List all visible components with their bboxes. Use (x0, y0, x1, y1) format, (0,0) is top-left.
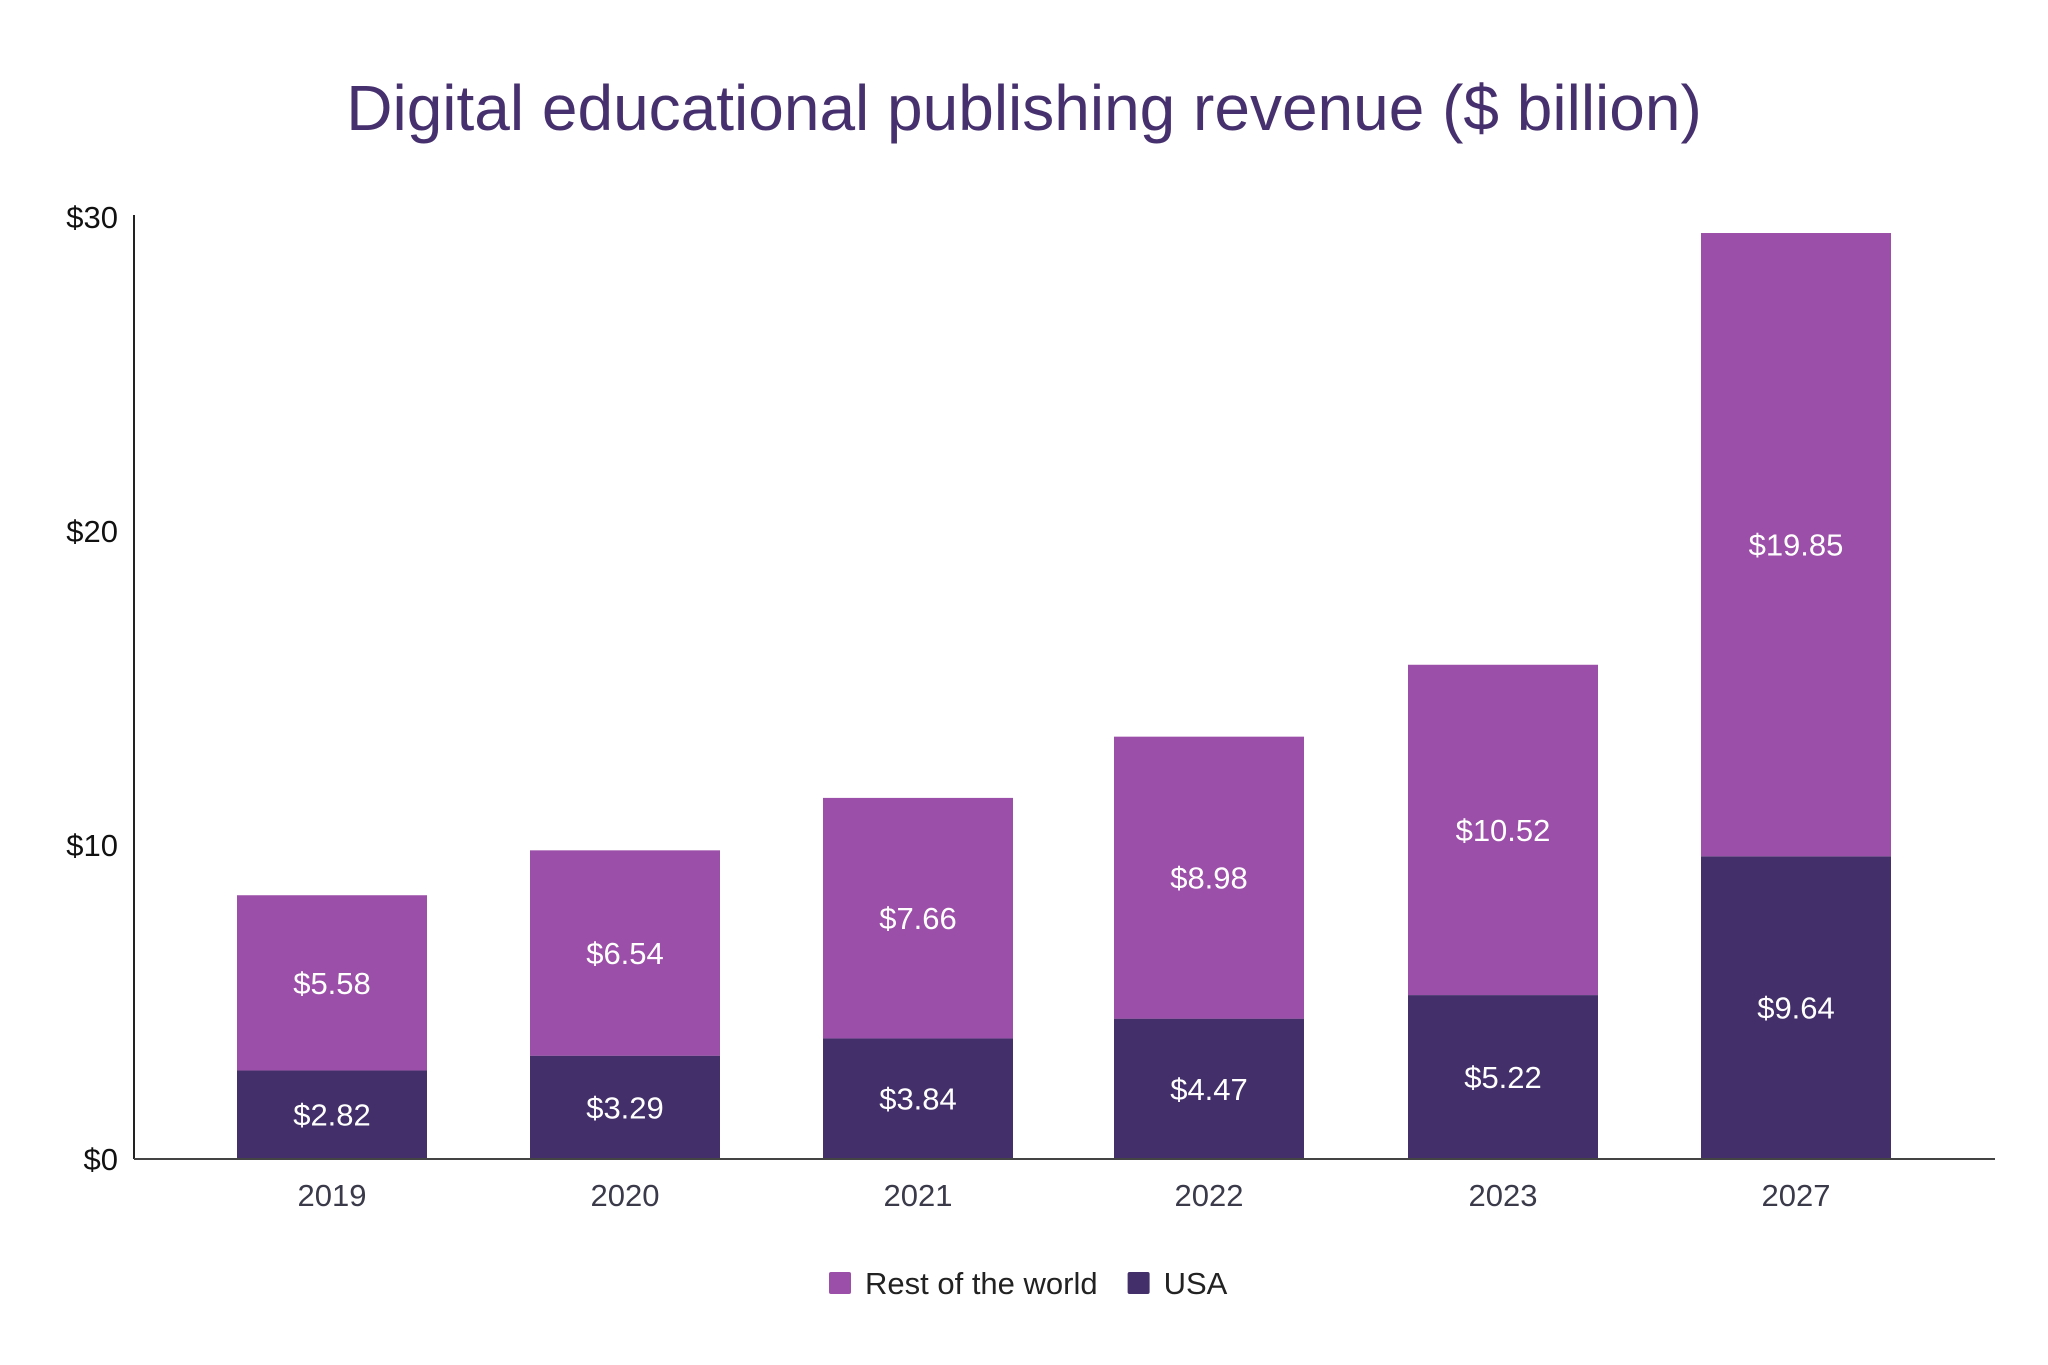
legend-swatch (829, 1272, 851, 1294)
bar-segment (823, 797, 1013, 1039)
data-label: $9.64 (1757, 991, 1835, 1026)
data-label: $4.47 (1170, 1072, 1248, 1107)
y-tick-label: $20 (66, 514, 118, 549)
legend-item: USA (1127, 1266, 1228, 1301)
x-tick-label: 2019 (298, 1178, 367, 1213)
chart-title: Digital educational publishing revenue (… (346, 72, 1702, 144)
x-tick-label: 2021 (884, 1178, 953, 1213)
bar-segment (1114, 1018, 1304, 1159)
y-tick-label: $30 (66, 200, 118, 235)
bar-segment (530, 1055, 720, 1159)
legend-swatch (1127, 1272, 1150, 1294)
data-label: $6.54 (586, 936, 664, 971)
data-label: $10.52 (1456, 813, 1551, 848)
bar-segment (1408, 995, 1598, 1159)
data-label: $5.22 (1464, 1060, 1542, 1095)
y-tick-label: $10 (66, 828, 118, 863)
legend-item: Rest of the world (829, 1266, 1098, 1301)
bar-segment (530, 850, 720, 1056)
data-label: $3.84 (879, 1082, 957, 1117)
x-tick-label: 2027 (1762, 1178, 1831, 1213)
x-tick-label: 2020 (591, 1178, 660, 1213)
data-label: $8.98 (1170, 861, 1248, 896)
x-tick-label: 2023 (1469, 1178, 1538, 1213)
data-label: $3.29 (586, 1090, 664, 1125)
bar-segment (237, 1070, 427, 1159)
bar-segment (237, 895, 427, 1071)
bar-segment (1114, 736, 1304, 1019)
data-label: $5.58 (293, 966, 371, 1001)
bar-segment (1701, 856, 1891, 1159)
bar-segment (1701, 233, 1891, 857)
x-tick-label: 2022 (1175, 1178, 1244, 1213)
legend-label: Rest of the world (865, 1266, 1098, 1301)
data-label: $2.82 (293, 1098, 371, 1133)
legend-label: USA (1164, 1266, 1228, 1301)
y-tick-label: $0 (84, 1142, 118, 1177)
bar-segment (823, 1038, 1013, 1159)
bar-segment (1408, 664, 1598, 996)
data-label: $19.85 (1749, 528, 1844, 563)
data-label: $7.66 (879, 901, 957, 936)
